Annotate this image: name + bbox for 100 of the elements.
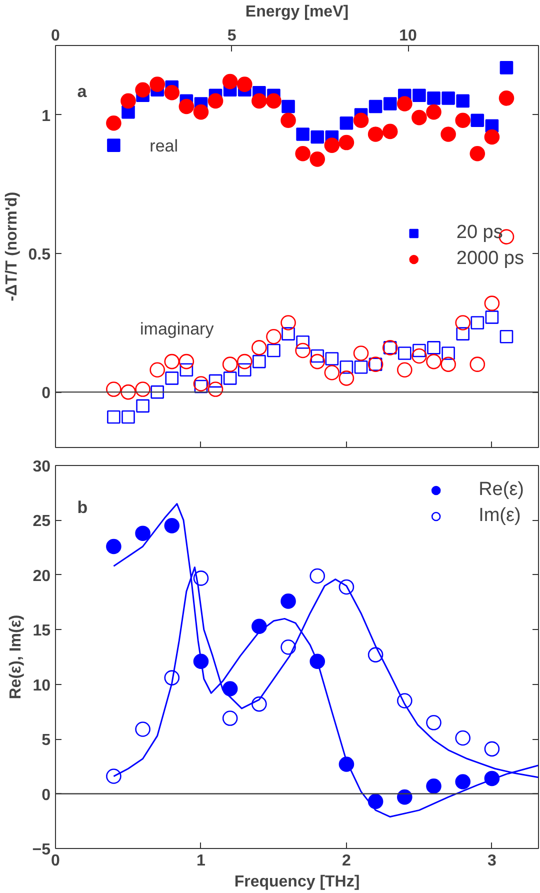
point (340, 116, 354, 130)
point (193, 104, 209, 120)
point (252, 93, 267, 109)
point (267, 344, 280, 358)
y-axis-title: Re(ε), Im(ε) (7, 614, 24, 700)
point (426, 354, 442, 370)
legend-label: 2000 ps (456, 248, 524, 270)
point (412, 348, 427, 364)
point (353, 346, 369, 361)
point (150, 362, 165, 378)
legend-label: 20 ps (456, 222, 503, 244)
x2-tick-label: 5 (227, 28, 236, 44)
point (164, 670, 180, 686)
point (252, 618, 267, 634)
point (266, 93, 282, 109)
point (208, 93, 224, 109)
x-tick-label: 1 (196, 852, 206, 870)
y-tick-label: 10 (32, 677, 51, 694)
point (252, 696, 267, 712)
y-tick-label: 25 (32, 513, 51, 530)
point (440, 356, 456, 372)
point (338, 134, 354, 150)
point (382, 124, 398, 140)
point (223, 372, 237, 385)
line-series (112, 503, 538, 818)
point (180, 363, 194, 377)
legend-label: Re(ε) (478, 479, 524, 501)
point (296, 336, 310, 349)
point (412, 88, 426, 102)
point (280, 112, 296, 128)
point (280, 594, 296, 609)
x-tick-label: 2 (342, 852, 352, 870)
point (455, 730, 470, 746)
point (353, 112, 369, 128)
legend-label: Im(ε) (478, 505, 521, 527)
point (368, 794, 384, 810)
point (135, 722, 150, 737)
point (252, 354, 266, 368)
point (456, 327, 470, 340)
point (222, 356, 238, 372)
point (324, 365, 340, 380)
point (455, 112, 470, 128)
y-tick-label: 0 (42, 385, 51, 402)
point (120, 93, 136, 109)
point (135, 526, 150, 541)
point (442, 92, 455, 105)
point (222, 74, 238, 90)
point (135, 82, 150, 98)
x-axis-title: Frequency [THz] (234, 874, 360, 890)
point (106, 115, 122, 131)
point (295, 342, 310, 358)
point (340, 360, 354, 374)
point (107, 138, 120, 152)
point (440, 126, 456, 142)
point (106, 768, 122, 784)
point (500, 61, 514, 74)
point (122, 410, 135, 424)
point (427, 341, 440, 354)
point (500, 330, 514, 344)
annotation: real (150, 136, 178, 156)
y-tick-label: 1 (42, 108, 51, 125)
point (484, 129, 500, 145)
annotation: a (77, 82, 88, 102)
point (397, 693, 412, 708)
point (368, 126, 384, 142)
point (383, 97, 397, 110)
point (135, 382, 150, 397)
point (310, 568, 326, 584)
point (470, 316, 484, 330)
point (236, 354, 252, 370)
point (295, 146, 310, 162)
point (310, 130, 324, 144)
point (238, 363, 252, 377)
point (193, 570, 209, 586)
point (222, 710, 238, 726)
point (107, 410, 120, 424)
point (338, 370, 354, 386)
point (266, 328, 282, 344)
annotation: imaginary (140, 319, 214, 338)
point (368, 100, 382, 114)
x-tick-label: 3 (487, 852, 496, 870)
point (426, 104, 442, 120)
point (498, 90, 514, 106)
point (455, 315, 470, 330)
point (470, 356, 486, 372)
point (412, 110, 427, 126)
point (427, 92, 440, 105)
point (178, 354, 194, 370)
point (282, 100, 295, 114)
point (426, 778, 442, 794)
y-tick-label: −5 (32, 842, 51, 858)
point (164, 84, 180, 100)
point (310, 152, 326, 167)
point (106, 382, 122, 397)
y-tick-label: 20 (32, 568, 51, 585)
point (164, 354, 180, 370)
point (354, 360, 368, 374)
point (296, 128, 310, 141)
point (338, 579, 354, 595)
point (324, 138, 340, 153)
